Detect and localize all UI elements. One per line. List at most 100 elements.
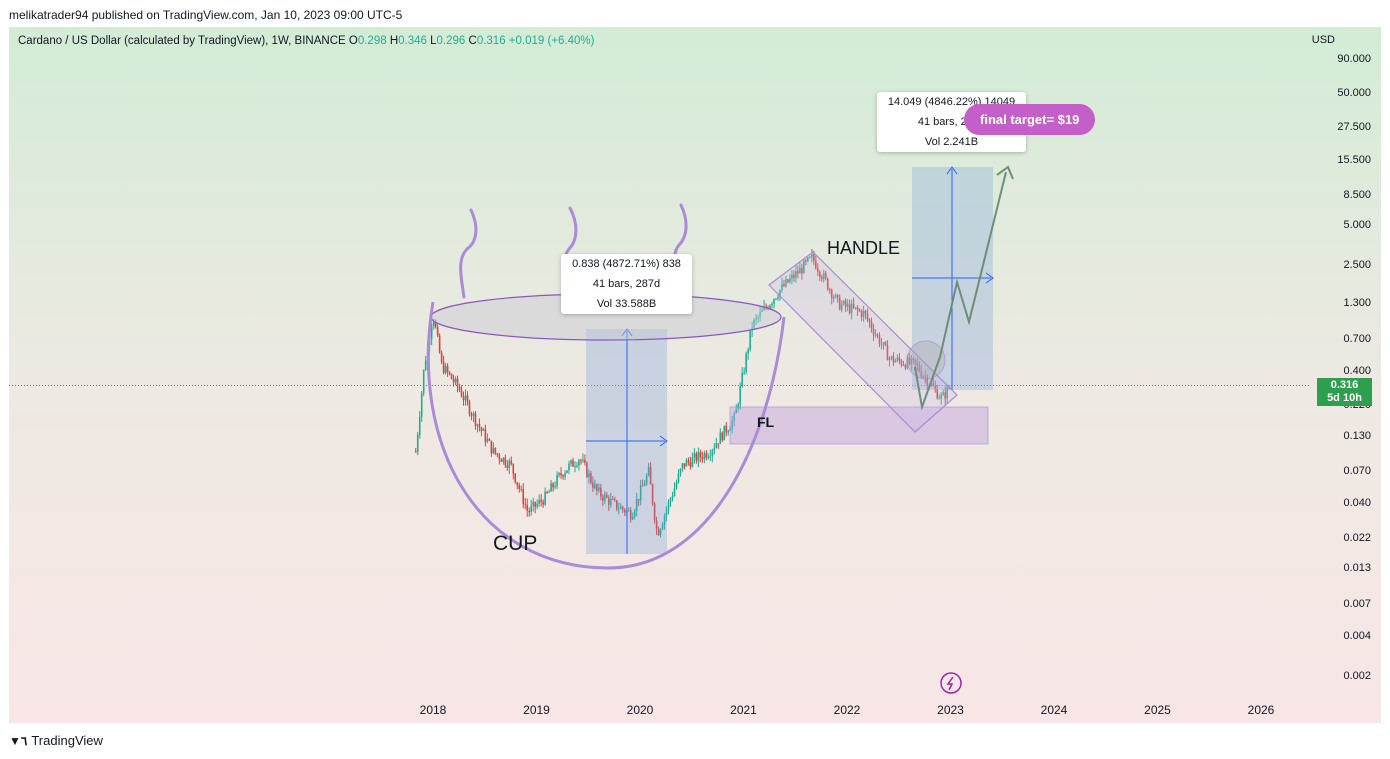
candle-body [600,487,602,497]
chart-canvas[interactable] [9,27,1381,723]
measure-2-arrow-up [946,166,958,175]
candle-body [448,371,451,375]
candle-body [884,342,887,346]
candle-body [617,508,620,510]
candle-body [418,416,421,435]
handle-channel [768,251,958,433]
candle-body [930,383,933,386]
candle-body [761,310,763,313]
candle-body [815,260,817,269]
candle-body [735,408,738,414]
candle-body [691,457,694,467]
projection-arrowhead [996,165,1014,180]
candle-body [743,371,745,374]
candle-body [596,484,598,491]
candle-body [848,304,851,314]
candle-body [791,274,793,279]
candle-body [775,298,777,300]
candle-body [440,352,443,362]
candle-body [745,353,747,372]
candle-body [803,260,805,274]
final-target-bubble: final target= $19 [964,104,1096,135]
candle-body [631,516,634,520]
candle-body [484,429,487,442]
price-tick-label: 0.002 [1343,670,1371,682]
candle-body [482,429,485,431]
candle-body [731,420,734,429]
candle-body [546,491,548,493]
candle-body [908,357,911,364]
candle-body [615,500,618,509]
time-tick-label: 2022 [833,703,861,717]
symbol-label: Cardano / US Dollar (calculated by Tradi… [18,35,346,47]
candle-body [530,505,532,513]
price-tick-label: 0.400 [1343,364,1371,377]
candle-body [536,503,538,507]
candle-body [773,299,775,304]
price-tick-label: 0.130 [1343,429,1371,442]
candle-body [713,447,716,451]
candle-body [779,289,781,297]
candle-body [679,468,682,474]
candle-body [534,501,536,507]
last-price-tag: 0.316 5d 10h [1317,378,1372,406]
candle-body [526,504,529,511]
time-tick-label: 2023 [937,703,964,717]
candle-body [611,498,614,500]
open-value: 0.298 [357,35,387,47]
candle-body [828,289,831,291]
candle-body [733,413,736,421]
candle-body [643,484,646,486]
candle-body [633,510,636,517]
candle-body [458,386,461,391]
candle-body [940,395,943,399]
candle-body [830,289,833,299]
candle-body [715,443,718,448]
measure-2-arrow-right [985,272,994,284]
candle-body [560,473,562,476]
candle-body [739,386,741,405]
candle-body [817,268,819,272]
candle-body [824,273,827,279]
candle-body [755,317,757,320]
candle-body [862,310,865,317]
chart-area[interactable]: Cardano / US Dollar (calculated by Tradi… [9,27,1381,723]
price-tick-label: 0.040 [1343,497,1371,510]
candle-body [850,303,853,314]
candle-body [538,499,540,504]
candle-body [763,306,765,311]
candle-body [554,486,556,488]
candle-body [912,358,915,360]
measure-1-volume: Vol 33.588B [596,298,657,310]
candle-body [508,460,511,468]
candle-body [681,463,684,469]
candle-body [641,485,644,487]
price-tick-label: 0.070 [1343,465,1371,478]
candle-body [651,484,654,504]
candle-body [446,365,449,372]
candle-body [639,485,642,501]
cup-curve [426,301,786,570]
candle-body [472,413,475,416]
price-tick-label: 50.000 [1337,86,1371,99]
candle-body [550,483,552,492]
candle-body [416,434,419,452]
tradingview-footer[interactable]: ▼٦ TradingView [9,733,103,748]
candle-body [818,271,821,277]
candle-body [576,465,578,467]
candle-body [822,273,825,279]
candle-body [432,321,435,327]
price-tick-label: 0.013 [1343,562,1371,575]
candle-body [836,294,839,298]
candle-body [793,274,795,278]
candle-body [552,483,554,488]
candle-body [608,497,610,505]
price-tick-label: 90.000 [1337,53,1371,65]
candle-body [588,473,590,478]
candle-body [902,364,905,366]
candle-body [518,485,521,490]
candle-body [438,335,441,353]
candle-body [647,466,650,476]
price-tick-label: 15.500 [1337,154,1371,167]
candle-body [805,260,807,262]
